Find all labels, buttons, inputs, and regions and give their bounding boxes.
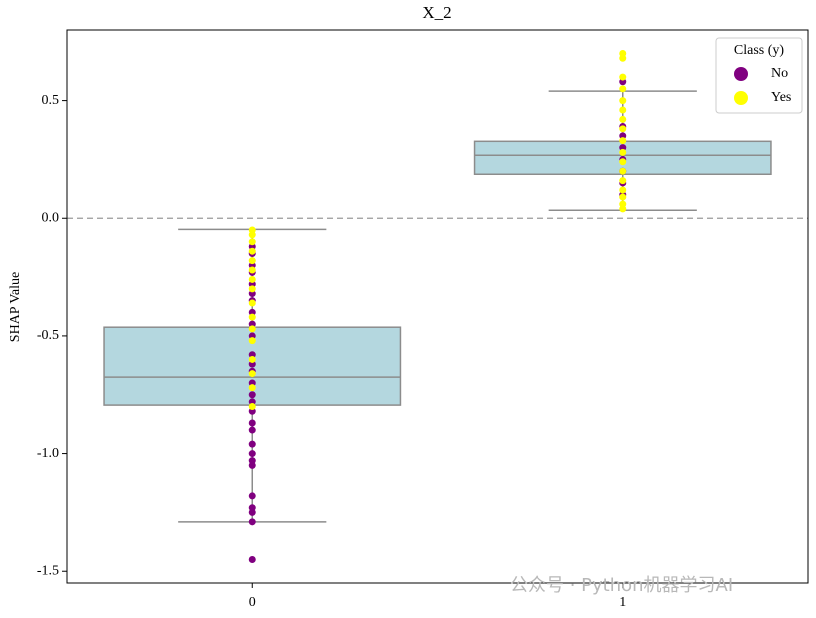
- point: [248, 555, 256, 563]
- point: [619, 125, 627, 133]
- x-tick-label: 1: [619, 595, 626, 610]
- point: [248, 247, 256, 255]
- point: [248, 299, 256, 307]
- point: [619, 85, 627, 93]
- point: [248, 325, 256, 333]
- legend-title: Class (y): [734, 43, 785, 58]
- point: [248, 238, 256, 246]
- point: [619, 193, 627, 201]
- chart-title: X_2: [422, 3, 451, 22]
- point: [619, 97, 627, 105]
- legend-marker: [734, 91, 748, 105]
- point: [619, 137, 627, 145]
- point: [619, 177, 627, 185]
- point: [248, 450, 256, 458]
- legend-marker: [734, 67, 748, 81]
- y-tick-label: 0.5: [42, 93, 60, 108]
- point: [248, 492, 256, 500]
- point: [248, 384, 256, 392]
- point: [248, 337, 256, 345]
- point: [248, 403, 256, 411]
- point: [619, 205, 627, 213]
- point: [248, 419, 256, 427]
- y-axis-label: SHAP Value: [8, 272, 23, 342]
- x-tick-label: 0: [249, 595, 256, 610]
- point: [248, 426, 256, 434]
- point: [248, 518, 256, 526]
- point: [248, 285, 256, 293]
- point: [248, 266, 256, 274]
- point: [619, 54, 627, 62]
- y-tick-label: -1.0: [37, 446, 59, 461]
- point: [248, 257, 256, 265]
- point: [619, 158, 627, 166]
- point: [248, 370, 256, 378]
- plot-frame: [66, 29, 809, 584]
- legend-label: Yes: [771, 90, 791, 105]
- point: [619, 73, 627, 81]
- point: [248, 461, 256, 469]
- point: [248, 440, 256, 448]
- y-tick-label: -0.5: [37, 328, 59, 343]
- point: [619, 115, 627, 123]
- point: [248, 355, 256, 363]
- watermark: 公众号 · Python机器学习AI: [510, 575, 733, 596]
- point: [619, 167, 627, 175]
- y-tick-label: 0.0: [42, 210, 60, 225]
- point: [248, 231, 256, 239]
- point: [619, 148, 627, 156]
- point: [248, 275, 256, 283]
- point: [619, 106, 627, 114]
- point: [248, 313, 256, 321]
- point: [619, 186, 627, 194]
- point: [248, 508, 256, 516]
- legend-label: No: [771, 66, 788, 81]
- point: [248, 391, 256, 399]
- y-tick-label: -1.5: [37, 563, 59, 578]
